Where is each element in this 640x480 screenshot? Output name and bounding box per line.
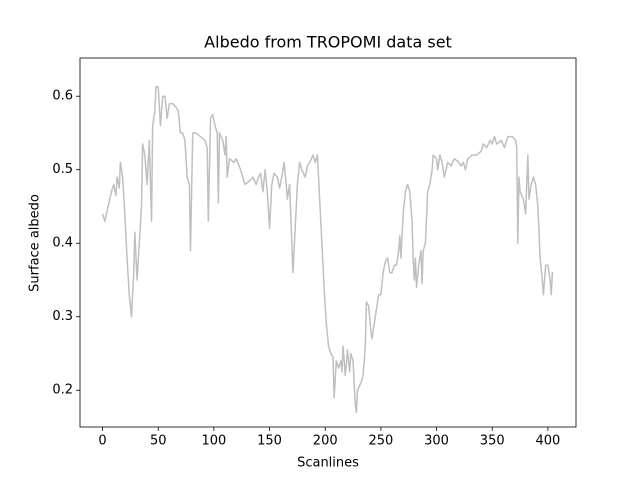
y-tick-label: 0.2	[52, 383, 73, 398]
x-tick-label: 50	[150, 434, 167, 449]
x-tick-label: 350	[480, 434, 505, 449]
y-tick-label: 0.5	[52, 162, 73, 177]
x-tick-label: 0	[98, 434, 106, 449]
chart-title: Albedo from TROPOMI data set	[204, 33, 452, 52]
y-tick-label: 0.4	[52, 236, 73, 251]
x-tick-label: 300	[424, 434, 449, 449]
y-tick-label: 0.6	[52, 89, 73, 104]
data-line	[101, 85, 554, 414]
plot-frame	[79, 57, 577, 428]
x-tick-label: 150	[257, 434, 282, 449]
x-axis-label: Scanlines	[297, 456, 359, 471]
y-tick-label: 0.3	[52, 309, 73, 324]
y-axis-label: Surface albedo	[28, 194, 43, 292]
x-tick-label: 200	[313, 434, 338, 449]
x-tick-label: 400	[535, 434, 560, 449]
x-tick-label: 250	[368, 434, 393, 449]
x-tick-label: 100	[201, 434, 226, 449]
